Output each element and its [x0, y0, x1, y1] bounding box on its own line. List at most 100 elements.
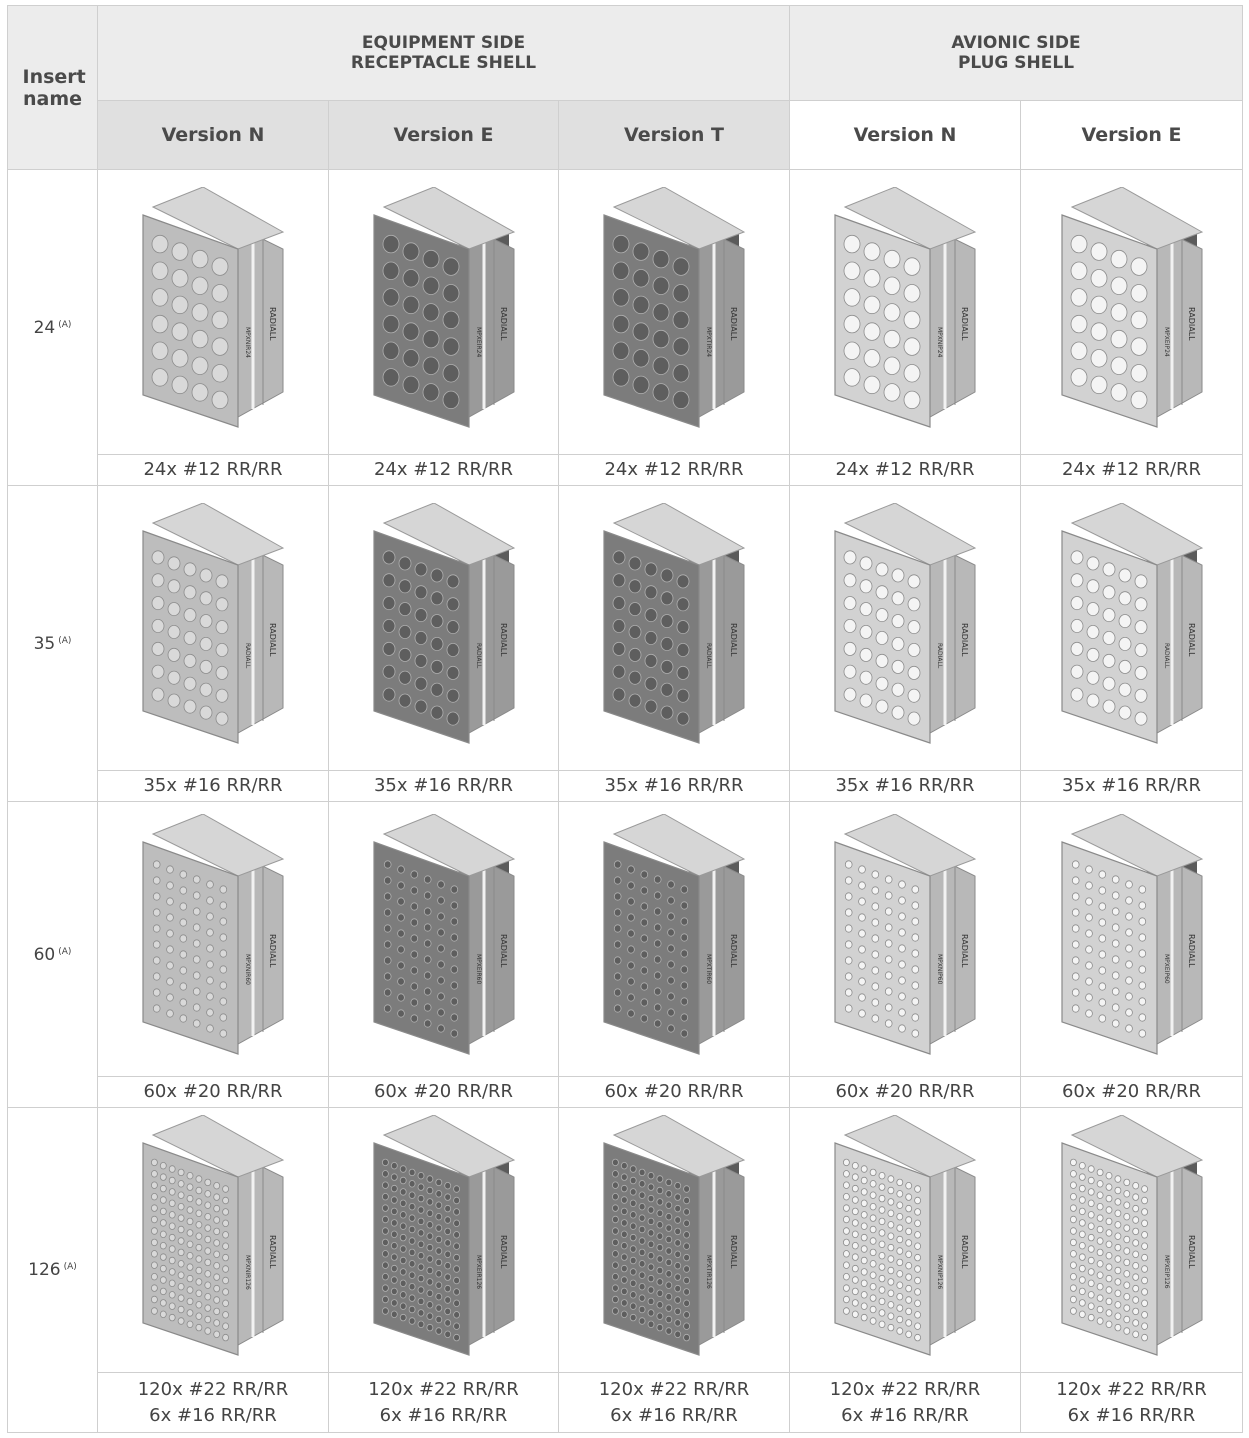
svg-text:MPXNIR60: MPXNIR60	[244, 954, 251, 985]
contact-caption: 35x #16 RR/RR	[98, 771, 329, 802]
connector-image: RADIALL MPXNIP24	[790, 170, 1021, 455]
contact-caption: 24x #12 RR/RR	[98, 455, 329, 486]
contact-caption: 60x #20 RR/RR	[98, 1077, 329, 1108]
svg-text:RADIALL: RADIALL	[1187, 934, 1196, 968]
svg-text:RADIALL: RADIALL	[960, 307, 969, 341]
svg-text:RADIALL: RADIALL	[499, 934, 508, 968]
svg-text:RADIALL: RADIALL	[1163, 643, 1170, 669]
version-header: Version E	[329, 101, 559, 170]
caption-line: 24x #12 RR/RR	[143, 459, 283, 480]
svg-text:MPXEIR24: MPXEIR24	[475, 327, 482, 357]
connector-image: RADIALL MPXNIP60	[790, 802, 1021, 1077]
connector-image: RADIALL RADIALL	[559, 486, 790, 771]
insert-name: 126	[28, 1260, 61, 1280]
svg-text:RADIALL: RADIALL	[729, 1235, 738, 1269]
version-header: Version N	[790, 101, 1021, 170]
svg-text:RADIALL: RADIALL	[475, 643, 482, 669]
version-header: Version E	[1021, 101, 1243, 170]
svg-text:RADIALL: RADIALL	[244, 643, 251, 669]
connector-image: RADIALL MPXNIR24	[98, 170, 329, 455]
svg-text:RADIALL: RADIALL	[268, 934, 277, 968]
caption-line: 60x #20 RR/RR	[1061, 1081, 1202, 1102]
contact-caption: 120x #22 RR/RR 6x #16 RR/RR	[1021, 1373, 1243, 1433]
contact-caption: 24x #12 RR/RR	[559, 455, 790, 486]
caption-line: 35x #16 RR/RR	[143, 775, 283, 796]
insert-name-cell: 60 (A)	[7, 802, 98, 1108]
caption-line: 24x #12 RR/RR	[1061, 459, 1202, 480]
caption-line: 120x #22 RR/RR	[368, 1378, 519, 1400]
caption-line: 6x #16 RR/RR	[379, 1404, 508, 1426]
caption-line: 24x #12 RR/RR	[604, 459, 744, 480]
svg-text:RADIALL: RADIALL	[960, 934, 969, 968]
svg-text:MPXNIR126: MPXNIR126	[244, 1255, 251, 1290]
contact-caption: 60x #20 RR/RR	[1021, 1077, 1243, 1108]
svg-text:MPXNIR24: MPXNIR24	[244, 327, 251, 358]
svg-text:MPXTIR126: MPXTIR126	[705, 1255, 712, 1289]
contact-caption: 120x #22 RR/RR 6x #16 RR/RR	[329, 1373, 559, 1433]
connector-image: RADIALL MPXEIP24	[1021, 170, 1243, 455]
svg-text:RADIALL: RADIALL	[499, 307, 508, 341]
caption-line: 60x #20 RR/RR	[835, 1081, 975, 1102]
insert-name-cell: 35 (A)	[7, 486, 98, 802]
caption-line: 6x #16 RR/RR	[841, 1404, 969, 1426]
svg-text:MPXTIR24: MPXTIR24	[705, 327, 712, 357]
svg-text:MPXEIP126: MPXEIP126	[1163, 1255, 1170, 1289]
insert-name-header: Insert name	[7, 5, 98, 170]
contact-caption: 35x #16 RR/RR	[559, 771, 790, 802]
connector-image: RADIALL MPXEIP126	[1021, 1108, 1243, 1373]
caption-line: 60x #20 RR/RR	[373, 1081, 514, 1102]
insert-name-cell: 24 (A)	[7, 170, 98, 486]
svg-text:RADIALL: RADIALL	[268, 307, 277, 341]
contact-caption: 60x #20 RR/RR	[329, 1077, 559, 1108]
svg-text:RADIALL: RADIALL	[729, 934, 738, 968]
svg-text:RADIALL: RADIALL	[499, 623, 508, 657]
connector-image: RADIALL MPXTIR60	[559, 802, 790, 1077]
svg-text:MPXTIR60: MPXTIR60	[705, 954, 712, 984]
svg-text:RADIALL: RADIALL	[1187, 1235, 1196, 1269]
caption-line: 24x #12 RR/RR	[373, 459, 514, 480]
svg-text:RADIALL: RADIALL	[705, 643, 712, 669]
caption-line: 35x #16 RR/RR	[604, 775, 744, 796]
insert-note: (A)	[58, 946, 72, 957]
connector-image: RADIALL MPXEIR24	[329, 170, 559, 455]
connector-image: RADIALL RADIALL	[1021, 486, 1243, 771]
caption-line: 6x #16 RR/RR	[610, 1404, 738, 1426]
caption-line: 120x #22 RR/RR	[137, 1378, 289, 1400]
contact-caption: 120x #22 RR/RR 6x #16 RR/RR	[790, 1373, 1021, 1433]
avionic-side-header: AVIONIC SIDE PLUG SHELL	[790, 5, 1243, 101]
svg-text:RADIALL: RADIALL	[268, 623, 277, 657]
connector-image: RADIALL RADIALL	[790, 486, 1021, 771]
connector-image: RADIALL RADIALL	[329, 486, 559, 771]
insert-note: (A)	[58, 635, 72, 646]
caption-line: 6x #16 RR/RR	[1067, 1404, 1196, 1426]
svg-text:RADIALL: RADIALL	[1187, 623, 1196, 657]
svg-text:MPXEIR126: MPXEIR126	[475, 1255, 482, 1289]
insert-name-cell: 126 (A)	[7, 1108, 98, 1433]
connector-image: RADIALL MPXTIR126	[559, 1108, 790, 1373]
svg-text:MPXEIR60: MPXEIR60	[475, 954, 482, 984]
caption-line: 120x #22 RR/RR	[829, 1378, 981, 1400]
caption-line: 60x #20 RR/RR	[604, 1081, 744, 1102]
svg-text:MPXEIP60: MPXEIP60	[1163, 954, 1170, 984]
connector-image: RADIALL MPXEIR60	[329, 802, 559, 1077]
contact-caption: 35x #16 RR/RR	[329, 771, 559, 802]
insert-name: 24	[33, 317, 56, 338]
insert-note: (A)	[63, 1262, 77, 1272]
caption-line: 120x #22 RR/RR	[1056, 1378, 1207, 1400]
caption-line: 35x #16 RR/RR	[373, 775, 514, 796]
connector-image: RADIALL MPXEIP60	[1021, 802, 1243, 1077]
insert-name: 35	[33, 633, 56, 654]
svg-text:RADIALL: RADIALL	[936, 643, 943, 669]
connector-image: RADIALL MPXEIR126	[329, 1108, 559, 1373]
contact-caption: 24x #12 RR/RR	[329, 455, 559, 486]
svg-text:RADIALL: RADIALL	[729, 623, 738, 657]
svg-text:RADIALL: RADIALL	[1187, 307, 1196, 341]
equipment-side-header: EQUIPMENT SIDE RECEPTACLE SHELL	[98, 5, 790, 101]
contact-caption: 120x #22 RR/RR 6x #16 RR/RR	[98, 1373, 329, 1433]
svg-text:MPXNIP24: MPXNIP24	[936, 327, 943, 358]
contact-caption: 35x #16 RR/RR	[790, 771, 1021, 802]
insert-name: 60	[33, 944, 56, 965]
contact-caption: 24x #12 RR/RR	[790, 455, 1021, 486]
connector-image: RADIALL MPXNIP126	[790, 1108, 1021, 1373]
svg-text:RADIALL: RADIALL	[499, 1235, 508, 1269]
